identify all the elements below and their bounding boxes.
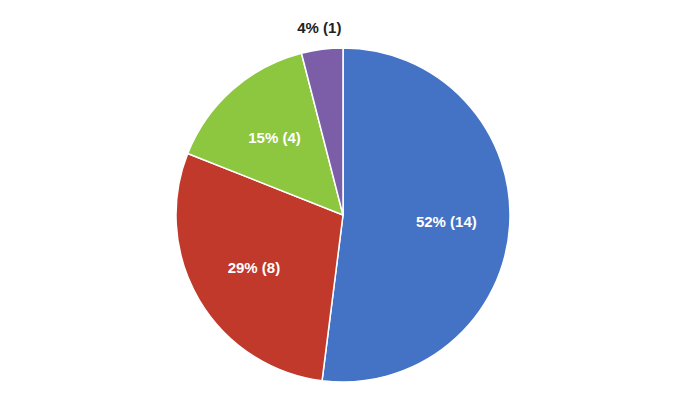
slice bbox=[301, 48, 343, 215]
slices bbox=[176, 48, 510, 382]
data-labels: 52% (14) 29% (8) 15% (4) 4% (1) bbox=[228, 19, 477, 276]
data-label: 4% (1) bbox=[297, 19, 341, 36]
slice bbox=[322, 48, 510, 382]
data-label: 15% (4) bbox=[248, 129, 301, 146]
data-label: 52% (14) bbox=[416, 213, 477, 230]
chart: 52% (14) 29% (8) 15% (4) 4% (1) bbox=[0, 0, 686, 418]
pie: 52% (14) 29% (8) 15% (4) 4% (1) bbox=[176, 19, 510, 382]
data-label: 29% (8) bbox=[228, 259, 281, 276]
